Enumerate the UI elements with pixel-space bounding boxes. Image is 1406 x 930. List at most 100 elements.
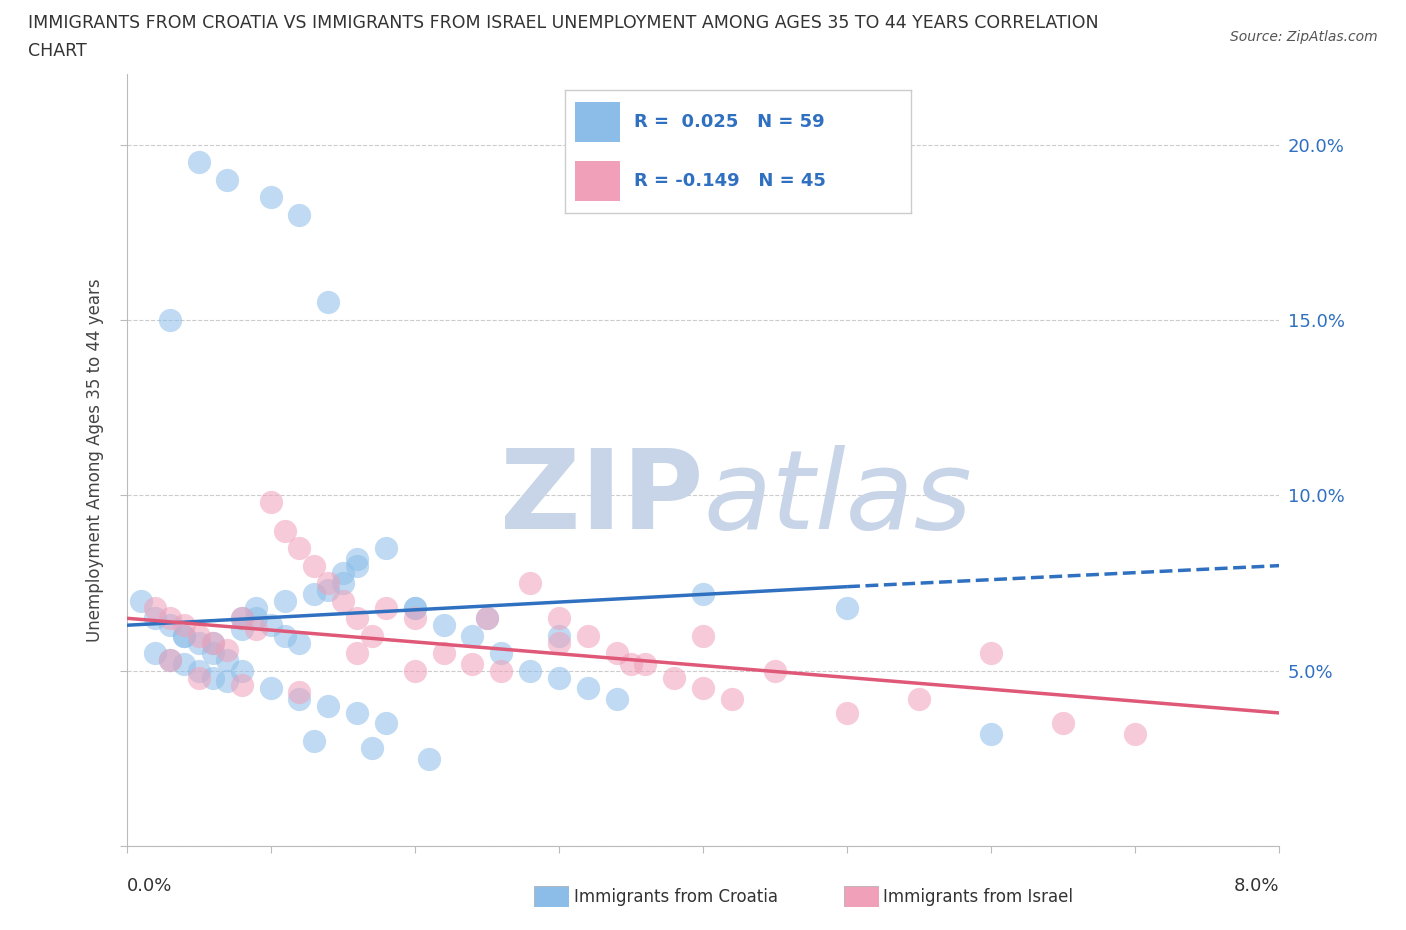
Point bbox=[245, 600, 267, 615]
Point bbox=[145, 645, 166, 660]
Point bbox=[217, 674, 239, 689]
Point bbox=[217, 643, 239, 658]
Point bbox=[1052, 716, 1074, 731]
Point bbox=[835, 600, 858, 615]
Point bbox=[187, 635, 209, 650]
Point bbox=[404, 600, 426, 615]
Point bbox=[274, 523, 297, 538]
Point bbox=[217, 653, 239, 668]
Point bbox=[720, 692, 742, 707]
Point bbox=[202, 671, 225, 685]
Point bbox=[374, 716, 398, 731]
Point bbox=[245, 621, 267, 636]
Point bbox=[318, 295, 340, 310]
Point bbox=[346, 558, 368, 573]
Point bbox=[159, 312, 181, 327]
Point bbox=[288, 635, 311, 650]
Point bbox=[202, 645, 225, 660]
Point bbox=[259, 681, 281, 696]
Point bbox=[318, 583, 340, 598]
Point bbox=[433, 645, 456, 660]
Point bbox=[576, 681, 599, 696]
Point bbox=[418, 751, 440, 766]
Point bbox=[159, 611, 181, 626]
Text: atlas: atlas bbox=[703, 445, 972, 552]
Point bbox=[259, 618, 281, 632]
Point bbox=[231, 611, 253, 626]
Text: ZIP: ZIP bbox=[499, 445, 703, 552]
Point bbox=[1125, 726, 1147, 741]
Point bbox=[274, 629, 297, 644]
Point bbox=[763, 663, 786, 678]
Point bbox=[980, 645, 1002, 660]
Point bbox=[187, 663, 209, 678]
Point bbox=[231, 621, 253, 636]
Point bbox=[274, 593, 297, 608]
Point bbox=[259, 495, 281, 510]
Point bbox=[129, 593, 152, 608]
Point bbox=[302, 558, 325, 573]
Point bbox=[145, 600, 166, 615]
Point bbox=[332, 565, 354, 580]
Point bbox=[159, 653, 181, 668]
Point bbox=[548, 629, 571, 644]
Point bbox=[461, 629, 484, 644]
Point bbox=[519, 576, 541, 591]
Point bbox=[433, 618, 456, 632]
Point bbox=[346, 645, 368, 660]
Point bbox=[692, 681, 714, 696]
Point bbox=[318, 576, 340, 591]
Point bbox=[288, 684, 311, 699]
Point bbox=[692, 629, 714, 644]
Point bbox=[489, 645, 512, 660]
Point bbox=[288, 692, 311, 707]
Text: Immigrants from Israel: Immigrants from Israel bbox=[883, 887, 1073, 906]
Point bbox=[346, 706, 368, 721]
Point bbox=[835, 706, 858, 721]
Point bbox=[461, 657, 484, 671]
Point bbox=[302, 734, 325, 749]
Point bbox=[360, 629, 382, 644]
Point bbox=[202, 635, 225, 650]
Point bbox=[475, 611, 498, 626]
Point bbox=[692, 586, 714, 601]
Point bbox=[173, 629, 195, 644]
Point bbox=[187, 154, 209, 169]
Point bbox=[404, 600, 426, 615]
Point bbox=[145, 611, 166, 626]
Y-axis label: Unemployment Among Ages 35 to 44 years: Unemployment Among Ages 35 to 44 years bbox=[86, 279, 104, 642]
Point bbox=[318, 698, 340, 713]
Point bbox=[231, 663, 253, 678]
Point bbox=[404, 663, 426, 678]
Point bbox=[346, 611, 368, 626]
Point bbox=[173, 629, 195, 644]
Point bbox=[173, 618, 195, 632]
Point bbox=[606, 692, 628, 707]
Point bbox=[288, 207, 311, 222]
Point bbox=[634, 657, 657, 671]
Point bbox=[173, 657, 195, 671]
Point bbox=[302, 586, 325, 601]
Point bbox=[548, 635, 571, 650]
Point bbox=[231, 611, 253, 626]
Point bbox=[187, 629, 209, 644]
Point bbox=[231, 677, 253, 692]
Point bbox=[664, 671, 686, 685]
Point bbox=[606, 645, 628, 660]
Text: Immigrants from Croatia: Immigrants from Croatia bbox=[574, 887, 778, 906]
Text: 0.0%: 0.0% bbox=[127, 877, 172, 896]
Point bbox=[332, 593, 354, 608]
Point bbox=[475, 611, 498, 626]
Point bbox=[548, 671, 571, 685]
Point bbox=[489, 663, 512, 678]
Point bbox=[159, 618, 181, 632]
Text: IMMIGRANTS FROM CROATIA VS IMMIGRANTS FROM ISRAEL UNEMPLOYMENT AMONG AGES 35 TO : IMMIGRANTS FROM CROATIA VS IMMIGRANTS FR… bbox=[28, 14, 1098, 32]
Text: 8.0%: 8.0% bbox=[1234, 877, 1279, 896]
Point bbox=[332, 576, 354, 591]
Point bbox=[620, 657, 643, 671]
Point bbox=[360, 740, 382, 755]
Point bbox=[217, 172, 239, 187]
Point bbox=[346, 551, 368, 566]
Point bbox=[980, 726, 1002, 741]
Point bbox=[187, 671, 209, 685]
